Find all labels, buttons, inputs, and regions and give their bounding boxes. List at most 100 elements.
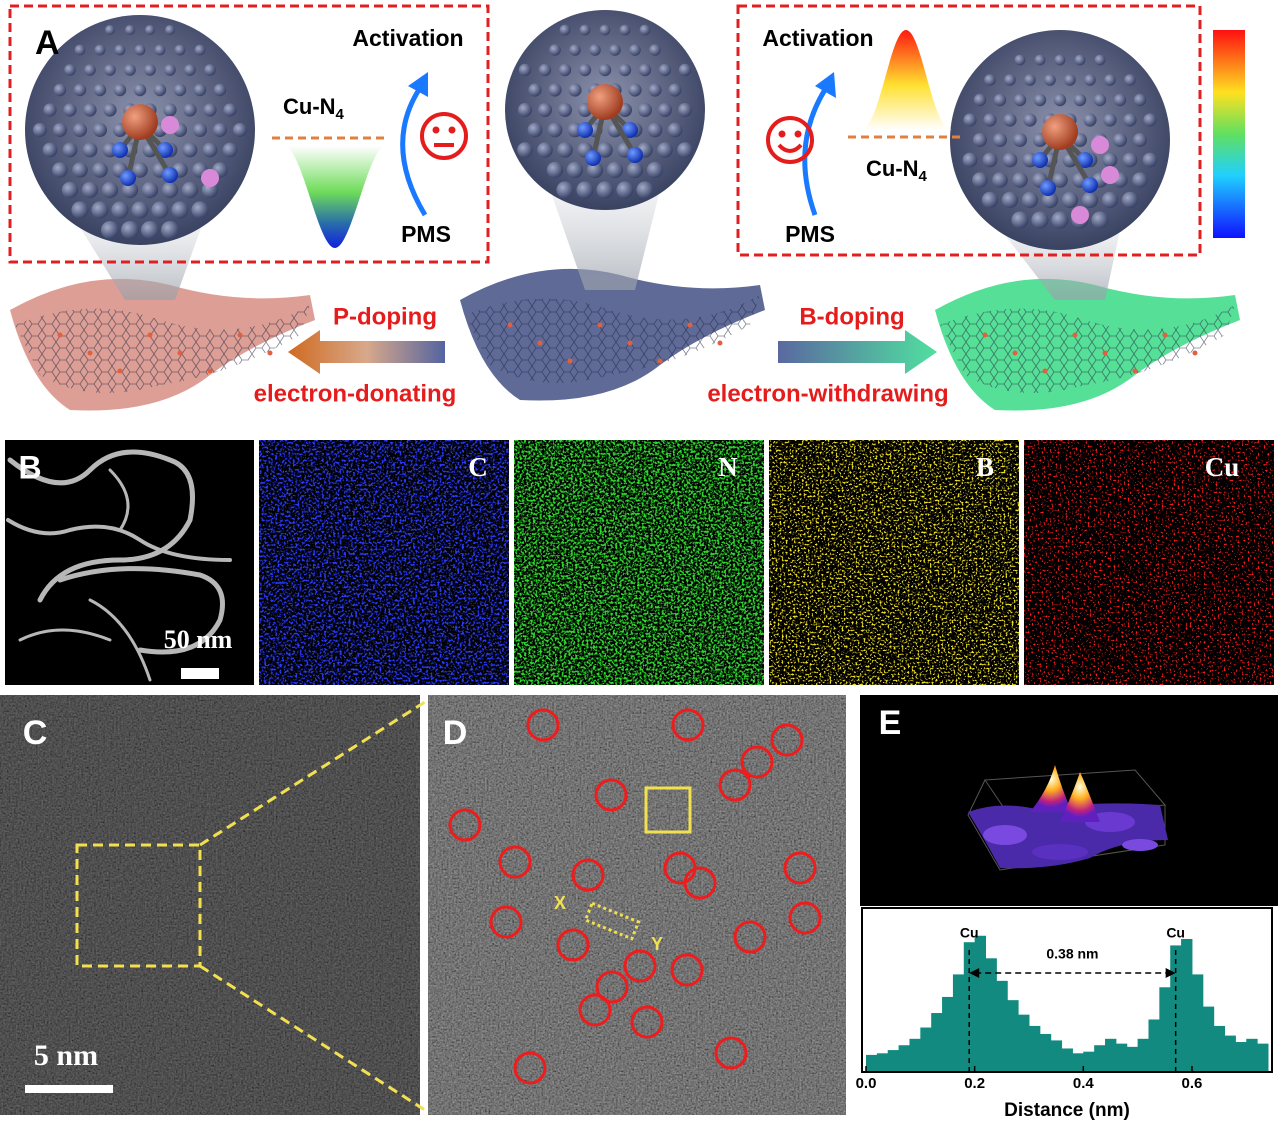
carbon-atom <box>1081 191 1099 209</box>
carbon-atom <box>153 83 167 97</box>
metal-site <box>537 340 543 346</box>
carbon-atom <box>1124 74 1136 86</box>
carbon-atom <box>973 93 987 107</box>
eds-signal <box>259 440 509 685</box>
carbon-atom <box>597 142 613 158</box>
profile-bar <box>876 1053 889 1071</box>
atom-marker <box>740 745 774 779</box>
scale-bar-label: 5 nm <box>34 1039 98 1072</box>
profile-bar <box>1181 938 1193 1071</box>
carbon-atom <box>559 24 571 36</box>
profile-bar <box>1115 1043 1128 1071</box>
carbon-atom <box>164 64 176 76</box>
carbon-atom <box>1104 74 1116 86</box>
pms-label: PMS <box>401 221 451 247</box>
carbon-atom <box>141 221 159 239</box>
metal-site <box>1102 350 1108 356</box>
carbon-atom <box>141 181 159 199</box>
activation-label: Activation <box>352 25 463 51</box>
carbon-atom <box>596 181 614 199</box>
metal-site <box>1192 350 1198 356</box>
atom-marker <box>630 1005 664 1039</box>
carbon-atom <box>33 123 47 137</box>
carbon-atom <box>133 83 147 97</box>
carbon-atom <box>204 64 216 76</box>
lattice <box>465 295 760 383</box>
carbon-atom <box>203 103 217 117</box>
carbon-atom <box>42 142 58 158</box>
illustration <box>10 10 1240 411</box>
atom-marker <box>571 858 605 892</box>
carbon-atom <box>161 221 179 239</box>
carbon-atom <box>1122 152 1138 168</box>
dopant-atom <box>1101 166 1119 184</box>
carbon-atom <box>527 122 543 138</box>
eds-signal <box>769 440 1019 685</box>
carbon-atom <box>213 83 227 97</box>
panel-label: B <box>18 449 41 485</box>
x-tick-label: 0.4 <box>1073 1075 1095 1092</box>
carbon-atom <box>161 181 179 199</box>
profile-bar <box>1148 1019 1160 1071</box>
shape <box>108 468 130 532</box>
carbon-atom <box>213 123 227 137</box>
cu-n4-label: Cu-N4 <box>866 156 928 185</box>
atom-marker <box>714 1036 748 1070</box>
atom-marker <box>489 905 523 939</box>
profile-bar <box>909 1038 921 1071</box>
profile-bar <box>1061 1048 1073 1071</box>
nitrogen-atom <box>157 142 173 158</box>
panel-b: 50 nm B C N B Cu <box>5 440 1274 685</box>
image-texture <box>0 695 420 1115</box>
carbon-atom <box>103 103 117 117</box>
atom-marker <box>526 708 560 742</box>
metal-site <box>567 358 573 364</box>
profile-bar <box>942 996 954 1071</box>
mouth <box>777 143 803 153</box>
atom-marker <box>595 970 629 1004</box>
x-tick-label: 0.6 <box>1182 1075 1203 1092</box>
carbon-atom <box>81 181 99 199</box>
doping-label: B-doping <box>799 303 904 330</box>
carbon-atom <box>1033 93 1047 107</box>
carbon-atom <box>619 24 631 36</box>
carbon-atom <box>1143 113 1157 127</box>
image-texture <box>428 695 846 1115</box>
atom-marker <box>770 723 804 757</box>
profile-bar <box>1202 1006 1215 1071</box>
carbon-atom <box>1123 113 1137 127</box>
carbon-atom <box>586 161 604 179</box>
carbon-atom <box>568 83 582 97</box>
carbon-atom <box>558 103 572 117</box>
carbon-atom <box>518 63 532 77</box>
doping-arrow <box>778 330 937 374</box>
carbon-atom <box>181 181 199 199</box>
carbon-atom <box>83 103 97 117</box>
atom-marker <box>783 851 817 885</box>
eds-signal <box>1024 440 1274 685</box>
eye <box>778 130 786 138</box>
carbon-atom <box>638 103 652 117</box>
carbon-atom <box>1024 74 1036 86</box>
carbon-atom <box>1103 113 1117 127</box>
profile-bar <box>1257 1043 1269 1071</box>
carbon-atom <box>993 133 1007 147</box>
metal-site <box>507 322 513 328</box>
carbon-atom <box>1001 191 1019 209</box>
carbon-atom <box>528 83 542 97</box>
shape <box>18 628 112 642</box>
carbon-atom <box>579 24 591 36</box>
shape <box>983 825 1027 845</box>
atom-marker <box>733 920 767 954</box>
subscript: 4 <box>336 106 345 123</box>
sheet-image <box>6 449 232 682</box>
atom-marker <box>513 1051 547 1085</box>
carbon-atom <box>518 103 532 117</box>
metal-site <box>177 350 183 356</box>
element-label: B <box>976 452 994 482</box>
carbon-atom <box>154 44 166 56</box>
eds-signal <box>514 440 764 685</box>
carbon-atom <box>678 63 692 77</box>
carbon-atom <box>111 201 129 219</box>
carbon-atom <box>53 123 67 137</box>
